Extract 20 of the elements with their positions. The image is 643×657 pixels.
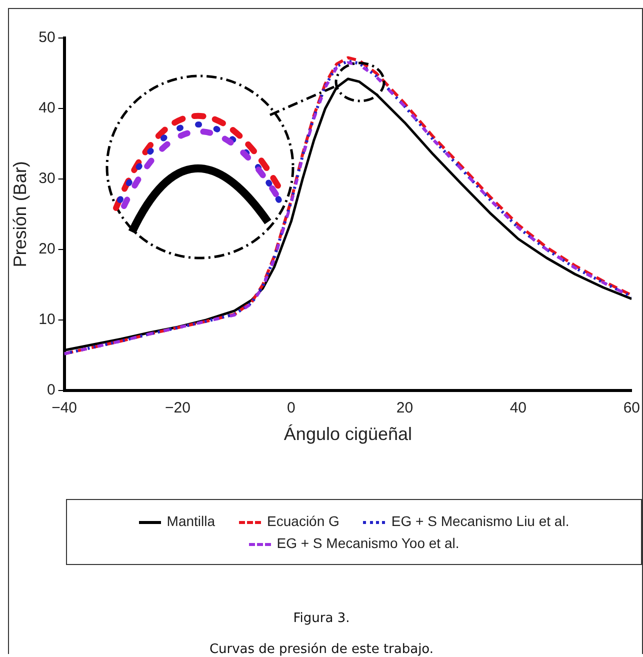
y-tick-label: 40 — [38, 100, 56, 117]
x-tick-label: −20 — [165, 400, 190, 417]
y-tick-label: 50 — [38, 29, 56, 46]
x-tick-label: 60 — [623, 400, 640, 417]
text: Figura 3. — [292, 611, 351, 626]
legend-label: Mantilla — [166, 513, 216, 529]
legend-label: EG + S Mecanismo Liu et al. — [391, 513, 570, 529]
legend-label: Ecuación G — [267, 513, 340, 529]
y-tick-label: 10 — [38, 311, 56, 328]
y-axis-title: Presión (Bar) — [10, 161, 30, 268]
x-tick-label: 40 — [510, 400, 527, 417]
x-axis-title: Ángulo cigüeñal — [284, 424, 412, 444]
text: Curvas de presión de este trabajo. — [208, 642, 435, 657]
y-tick-label: 20 — [38, 240, 56, 258]
y-tick-label: 0 — [46, 382, 56, 399]
y-tick-label: 30 — [38, 170, 56, 188]
x-tick-label: 20 — [396, 400, 414, 417]
legend-label: EG + S Mecanismo Yoo et al. — [276, 535, 460, 551]
x-tick-label: 0 — [287, 400, 296, 417]
x-tick-label: −40 — [52, 400, 78, 417]
